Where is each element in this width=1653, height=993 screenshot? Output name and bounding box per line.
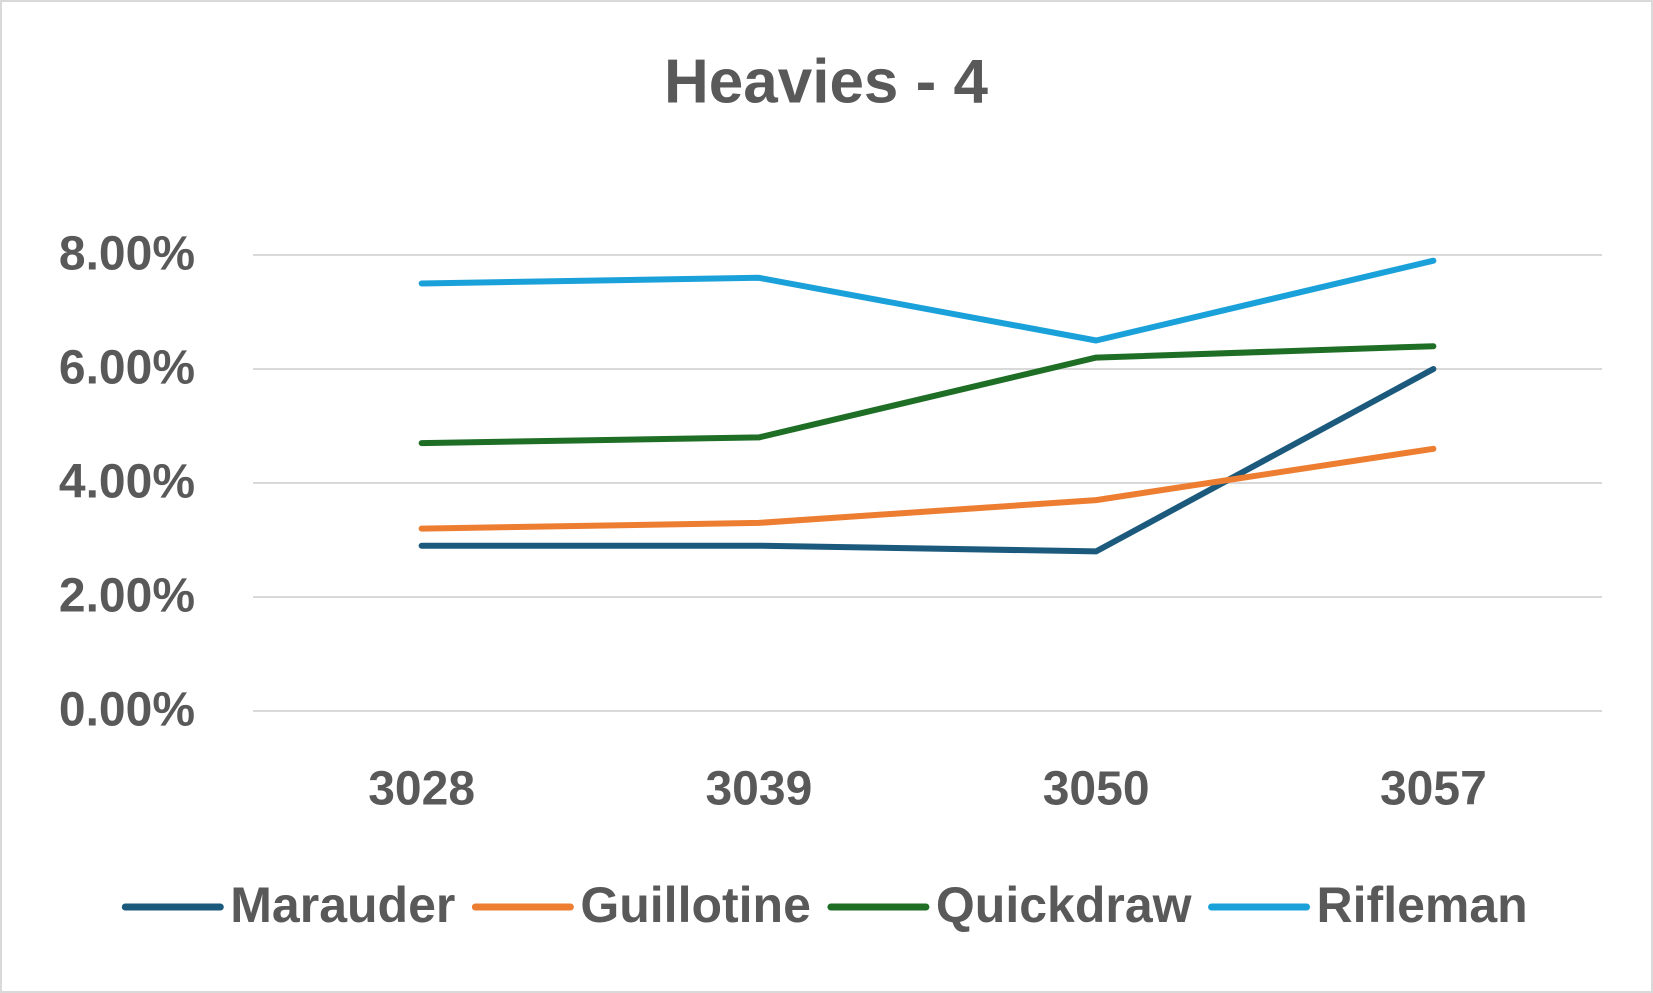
series-line [418, 257, 1437, 344]
x-tick-label: 3028 [368, 763, 475, 816]
series-line [418, 343, 1437, 447]
y-tick-label: 6.00% [59, 342, 195, 395]
legend-label: Rifleman [1317, 877, 1528, 933]
x-tick-label: 3050 [1043, 763, 1150, 816]
series-line [418, 366, 1437, 555]
legend-label: Marauder [230, 877, 455, 933]
x-tick-label: 3057 [1380, 763, 1487, 816]
x-tick-label: 3039 [705, 763, 812, 816]
chart-title: Heavies - 4 [664, 47, 989, 116]
y-tick-label: 2.00% [59, 570, 195, 623]
legend-label: Guillotine [580, 877, 811, 933]
y-tick-label: 8.00% [59, 228, 195, 281]
y-tick-label: 0.00% [59, 684, 195, 737]
legend-label: Quickdraw [936, 877, 1192, 933]
series-line [418, 445, 1437, 532]
y-tick-label: 4.00% [59, 456, 195, 509]
